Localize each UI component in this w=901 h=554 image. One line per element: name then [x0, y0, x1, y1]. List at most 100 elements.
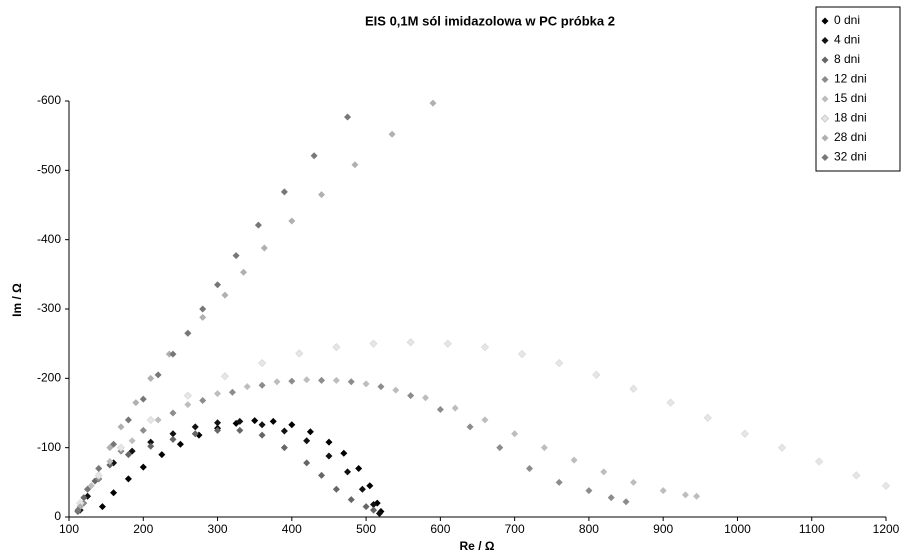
- legend-label: 8 dni: [834, 52, 860, 66]
- y-tick-label: -600: [37, 93, 61, 107]
- data-point: [344, 468, 352, 476]
- data-point: [214, 426, 222, 434]
- data-point: [362, 380, 370, 388]
- legend-label: 15 dni: [834, 91, 867, 105]
- data-point: [344, 113, 352, 121]
- data-point: [124, 475, 132, 483]
- data-point: [310, 152, 318, 160]
- data-point: [422, 394, 430, 402]
- data-point: [95, 464, 103, 472]
- data-point: [169, 430, 177, 438]
- data-point: [355, 464, 363, 472]
- data-point: [214, 390, 222, 398]
- data-point: [147, 438, 155, 446]
- data-point: [169, 435, 177, 443]
- legend-marker: [820, 114, 830, 123]
- x-tick-label: 800: [579, 522, 599, 536]
- y-tick-label: -500: [37, 163, 61, 177]
- data-point: [280, 188, 288, 196]
- data-point: [622, 498, 630, 506]
- data-point: [288, 217, 296, 225]
- x-tick-label: 200: [133, 522, 153, 536]
- y-tick-label: -100: [37, 440, 61, 454]
- data-point: [666, 398, 675, 407]
- data-point: [332, 342, 341, 352]
- data-point: [377, 383, 385, 391]
- data-point: [258, 381, 266, 389]
- data-point: [370, 506, 378, 514]
- data-point: [303, 459, 311, 467]
- data-point: [106, 458, 114, 466]
- data-point: [254, 221, 262, 229]
- legend-marker: [821, 37, 829, 44]
- data-point: [280, 444, 288, 452]
- data-point: [236, 417, 244, 425]
- data-point: [169, 409, 177, 417]
- data-point: [98, 503, 106, 511]
- data-point: [273, 378, 281, 386]
- data-point: [184, 401, 192, 409]
- data-point: [116, 443, 126, 452]
- data-point: [332, 485, 340, 493]
- data-point: [362, 503, 370, 511]
- legend-marker: [821, 56, 829, 64]
- data-point: [693, 492, 701, 500]
- data-point: [814, 457, 824, 466]
- data-point: [80, 494, 88, 502]
- y-tick-label: -200: [37, 371, 61, 385]
- data-point: [703, 413, 712, 423]
- data-point: [128, 447, 136, 455]
- data-point: [318, 376, 326, 384]
- data-point: [199, 313, 207, 321]
- data-point: [269, 417, 277, 425]
- x-tick-label: 700: [505, 522, 525, 536]
- data-point: [124, 416, 132, 424]
- legend-label: 32 dni: [834, 150, 867, 164]
- data-point: [251, 417, 259, 425]
- data-point: [147, 374, 155, 382]
- data-point: [220, 372, 230, 381]
- data-point: [318, 191, 326, 199]
- legend-marker: [821, 134, 829, 142]
- data-point: [852, 471, 861, 480]
- data-point: [555, 478, 563, 486]
- legend-marker: [821, 17, 829, 25]
- data-point: [681, 491, 689, 499]
- data-point: [340, 449, 348, 457]
- data-point: [94, 471, 103, 480]
- y-tick-label: -400: [37, 232, 61, 246]
- data-point: [466, 423, 474, 431]
- data-point: [429, 99, 437, 107]
- data-point: [607, 494, 615, 502]
- data-point: [325, 438, 333, 446]
- data-point: [154, 371, 162, 379]
- data-point: [124, 451, 132, 459]
- data-point: [169, 350, 177, 358]
- legend-label: 18 dni: [834, 111, 867, 125]
- data-point: [303, 437, 311, 445]
- data-point: [600, 468, 608, 476]
- data-point: [288, 377, 296, 385]
- data-point: [540, 444, 548, 452]
- data-point: [392, 386, 400, 394]
- data-point: [481, 416, 489, 424]
- data-point: [139, 463, 147, 471]
- data-point: [659, 487, 667, 495]
- data-point: [451, 404, 459, 412]
- x-tick-label: 1200: [873, 522, 900, 536]
- data-point: [147, 442, 155, 450]
- x-axis-label: Re / Ω: [460, 539, 495, 553]
- data-point: [436, 406, 444, 414]
- legend-marker: [821, 154, 829, 161]
- data-point: [407, 392, 415, 400]
- data-point: [525, 464, 533, 472]
- data-point: [214, 419, 222, 427]
- data-point: [496, 444, 504, 452]
- x-tick-label: 1000: [724, 522, 751, 536]
- data-point: [777, 443, 787, 452]
- data-point: [358, 485, 366, 493]
- data-point: [154, 416, 162, 424]
- data-point: [228, 388, 236, 396]
- data-point: [366, 482, 374, 490]
- data-point: [570, 456, 578, 464]
